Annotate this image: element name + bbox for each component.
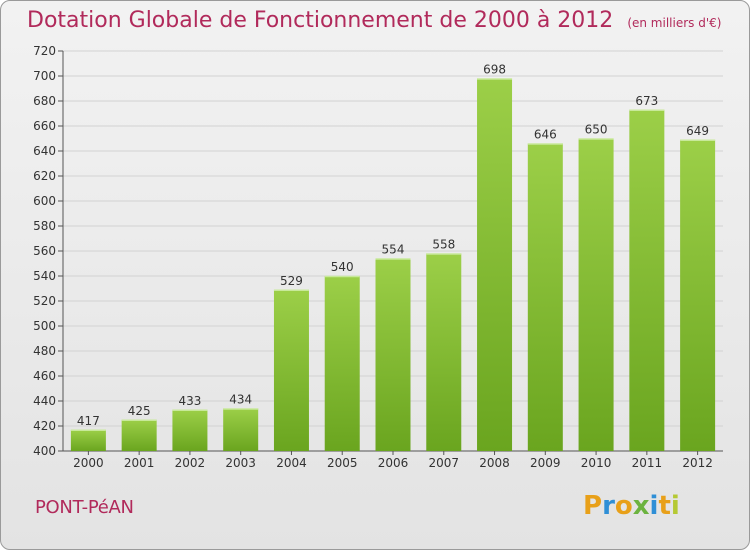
commune-name: PONT-PéAN <box>35 497 134 518</box>
data-label: 529 <box>280 274 303 288</box>
x-tick-label: 2009 <box>530 456 561 470</box>
data-label: 650 <box>585 123 608 137</box>
labels: 400 420 440 460 480 500 520 540 560 580 600 620 640 6… <box>33 44 713 470</box>
y-tick-label: 420 <box>33 419 56 433</box>
unit-label: (en milliers d'€) <box>627 16 722 30</box>
x-tick-label: 2006 <box>378 456 409 470</box>
bar <box>426 253 462 451</box>
y-tick-label: 500 <box>33 319 56 333</box>
bar <box>70 429 106 451</box>
y-tick-label: 720 <box>33 44 56 58</box>
y-tick-label: 660 <box>33 119 56 133</box>
logo-letter: t <box>658 491 671 521</box>
bar <box>629 109 665 451</box>
y-tick-label: 400 <box>33 444 56 458</box>
bar <box>223 408 259 451</box>
bar <box>121 419 157 451</box>
x-tick-label: 2001 <box>124 456 155 470</box>
logo-letter: i <box>649 491 659 521</box>
data-label: 646 <box>534 128 557 142</box>
data-label: 558 <box>432 238 455 252</box>
data-label: 433 <box>178 394 201 408</box>
title-text: Dotation Globale de Fonctionnement de 20… <box>27 8 614 33</box>
y-tick-label: 700 <box>33 69 56 83</box>
x-tick-label: 2003 <box>225 456 256 470</box>
x-tick-label: 2004 <box>276 456 307 470</box>
bar <box>273 289 309 451</box>
x-tick-label: 2008 <box>479 456 510 470</box>
bars <box>70 78 716 451</box>
data-label: 540 <box>331 260 354 274</box>
logo-letter: x <box>632 491 650 521</box>
proxiti-logo: Proxiti <box>583 491 680 521</box>
y-tick-label: 480 <box>33 344 56 358</box>
x-tick-label: 2012 <box>682 456 713 470</box>
logo-letter: P <box>583 491 603 521</box>
y-tick-label: 640 <box>33 144 56 158</box>
chart-title: Dotation Globale de Fonctionnement de 20… <box>27 8 721 33</box>
data-label: 673 <box>635 94 658 108</box>
logo-letter: o <box>614 491 633 521</box>
data-label: 554 <box>382 243 405 257</box>
y-tick-label: 540 <box>33 269 56 283</box>
data-label: 425 <box>128 404 151 418</box>
x-tick-label: 2007 <box>428 456 459 470</box>
y-tick-label: 520 <box>33 294 56 308</box>
data-label: 698 <box>483 63 506 77</box>
logo-letter: i <box>670 491 680 521</box>
y-tick-label: 600 <box>33 194 56 208</box>
y-tick-label: 460 <box>33 369 56 383</box>
data-label: 417 <box>77 414 100 428</box>
bar <box>527 143 563 451</box>
x-tick-label: 2000 <box>73 456 104 470</box>
bar <box>477 78 513 451</box>
bar <box>324 276 360 451</box>
bar <box>680 139 716 451</box>
x-tick-label: 2005 <box>327 456 358 470</box>
bar <box>172 409 208 451</box>
x-tick-label: 2011 <box>632 456 663 470</box>
y-tick-label: 560 <box>33 244 56 258</box>
x-tick-label: 2002 <box>175 456 206 470</box>
bar <box>375 258 411 451</box>
logo-letter: r <box>602 491 615 521</box>
y-tick-label: 620 <box>33 169 56 183</box>
bar <box>578 138 614 451</box>
x-tick-label: 2010 <box>581 456 612 470</box>
data-label: 649 <box>686 124 709 138</box>
data-label: 434 <box>229 393 252 407</box>
y-tick-label: 580 <box>33 219 56 233</box>
y-tick-label: 680 <box>33 94 56 108</box>
y-tick-label: 440 <box>33 394 56 408</box>
